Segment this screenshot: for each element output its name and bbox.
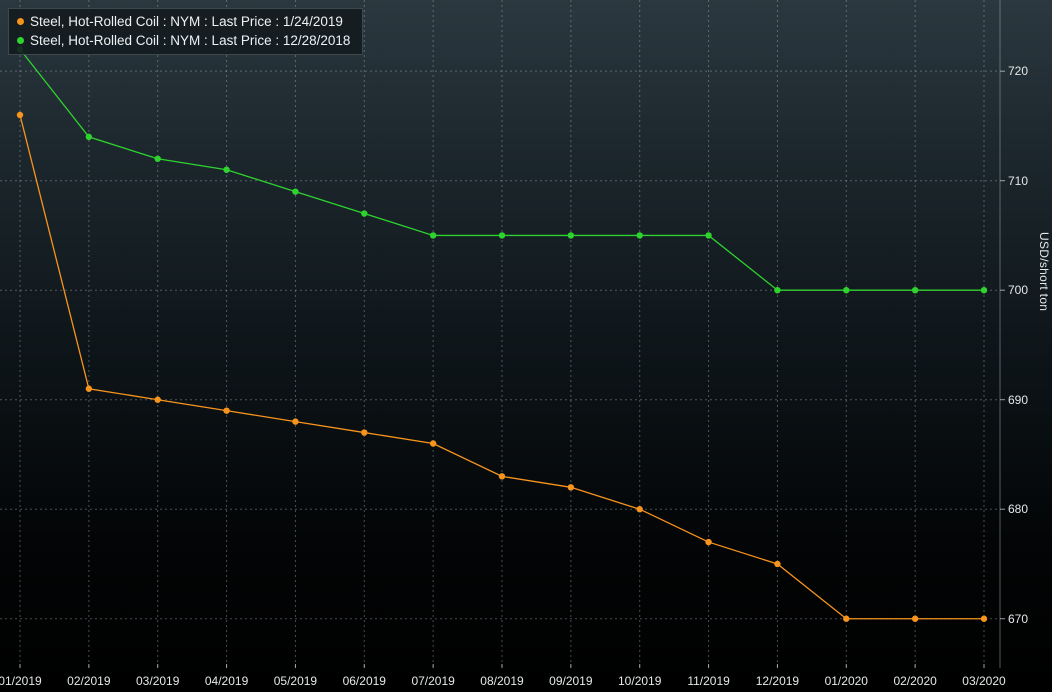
x-tick-label: 02/2020 [893, 674, 937, 688]
x-tick-label: 04/2019 [204, 674, 249, 688]
series-1-point [154, 155, 161, 162]
legend-label-series-0: Steel, Hot-Rolled Coil : NYM : Last Pric… [30, 14, 343, 29]
legend-item-series-0[interactable]: Steel, Hot-Rolled Coil : NYM : Last Pric… [17, 12, 350, 31]
series-1-point [429, 232, 437, 239]
series-1-point [567, 232, 575, 239]
x-tick-label: 07/2019 [411, 674, 455, 688]
x-axis: 01/2019 02/2019 03/2019 04/2019 05/2019 06/20… [0, 668, 1052, 692]
y-tick-label: 690 [1008, 392, 1029, 407]
y-tick-label: 680 [1008, 502, 1029, 517]
series-1-point [292, 188, 299, 195]
y-tick-label: 700 [1008, 283, 1029, 298]
series-0-point [774, 560, 781, 568]
y-axis-title: USD/short ton [1037, 232, 1051, 312]
x-tick-label: 06/2019 [342, 674, 386, 688]
y-tick-label: 720 [1008, 64, 1029, 79]
series-0-point [911, 615, 919, 622]
series-0-point [429, 440, 437, 447]
x-tick-label: 03/2019 [136, 674, 180, 688]
y-tick-label: 670 [1008, 611, 1029, 626]
chart-plot-area [0, 0, 1005, 668]
x-tick-label: 01/2020 [824, 674, 868, 688]
x-tick-label: 05/2019 [273, 674, 318, 688]
x-tick-label: 10/2019 [618, 674, 662, 688]
series-0-point [636, 506, 643, 513]
series-1-point [980, 286, 988, 294]
series-1-point [85, 133, 93, 141]
legend-label-series-1: Steel, Hot-Rolled Coil : NYM : Last Pric… [30, 33, 351, 48]
series-1-point [911, 286, 919, 294]
x-tick-label: 11/2019 [687, 674, 730, 688]
legend: Steel, Hot-Rolled Coil : NYM : Last Pric… [8, 8, 364, 55]
series-0-point [361, 429, 368, 436]
y-axis: 670 680 690 700 710 720 [1000, 0, 1052, 668]
legend-item-series-1[interactable]: Steel, Hot-Rolled Coil : NYM : Last Pric… [17, 31, 350, 50]
series-1-point [774, 286, 781, 294]
y-tick-label: 710 [1008, 173, 1029, 188]
x-tick-label: 08/2019 [480, 674, 524, 688]
series-1-point [361, 210, 368, 217]
series-1-point [705, 232, 712, 239]
series-1-point [636, 232, 643, 239]
series-0-point [843, 615, 850, 622]
orange-series-dot-icon [17, 18, 24, 25]
series-1-point [843, 286, 850, 294]
series-0-point [154, 396, 161, 403]
green-series-dot-icon [17, 37, 24, 44]
series-0-point [567, 484, 575, 491]
x-tick-label: 02/2019 [67, 674, 111, 688]
series-0-point [498, 473, 506, 480]
series-0-point [292, 418, 299, 425]
series-0-point [85, 385, 93, 392]
series-0-point [16, 111, 24, 119]
series-0-point [705, 538, 712, 546]
x-tick-label: 01/2019 [0, 674, 42, 688]
x-tick-label: 09/2019 [549, 674, 593, 688]
series-0-point [223, 407, 230, 414]
series-1-point [223, 166, 230, 173]
series-1-point [498, 232, 506, 239]
x-tick-label: 12/2019 [755, 674, 800, 688]
series-0-point [980, 615, 988, 622]
x-tick-label: 03/2020 [962, 674, 1006, 688]
